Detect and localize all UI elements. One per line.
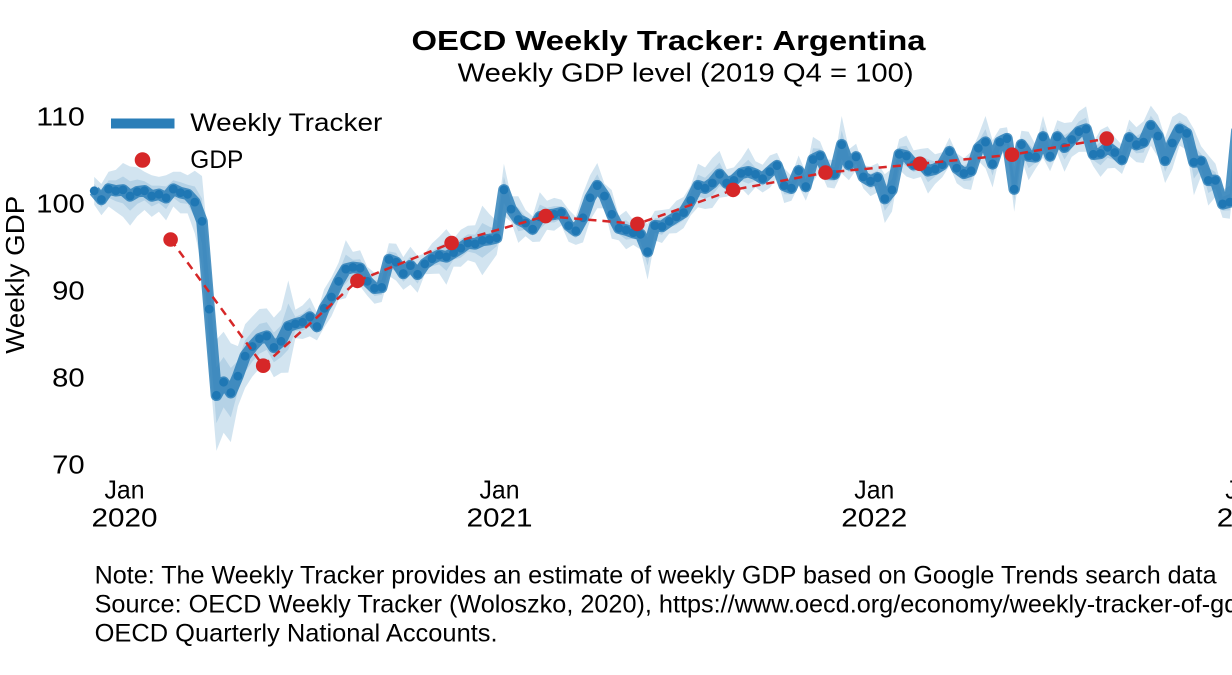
svg-text:90: 90 <box>52 276 85 306</box>
svg-text:OECD Weekly Tracker: Argentina: OECD Weekly Tracker: Argentina <box>412 25 926 56</box>
svg-text:Jan: Jan <box>105 475 145 505</box>
svg-text:2023: 2023 <box>1217 502 1232 532</box>
svg-text:80: 80 <box>52 363 85 393</box>
svg-text:Weekly GDP level (2019 Q4 = 10: Weekly GDP level (2019 Q4 = 100) <box>458 58 914 88</box>
svg-text:Source: OECD Weekly Tracker (W: Source: OECD Weekly Tracker (Woloszko, 2… <box>95 591 1232 619</box>
svg-text:2020: 2020 <box>92 502 158 532</box>
svg-text:Jan: Jan <box>1225 475 1232 505</box>
svg-text:110: 110 <box>36 102 85 132</box>
svg-text:70: 70 <box>52 450 85 480</box>
svg-text:2021: 2021 <box>467 502 533 532</box>
svg-text:Jan: Jan <box>480 475 520 505</box>
svg-text:Weekly Tracker: Weekly Tracker <box>190 109 382 137</box>
svg-text:OECD Quarterly National Accoun: OECD Quarterly National Accounts. <box>95 620 498 648</box>
svg-text:GDP: GDP <box>190 146 243 174</box>
svg-text:2022: 2022 <box>841 502 907 532</box>
svg-text:Jan: Jan <box>854 475 894 505</box>
svg-text:100: 100 <box>36 189 85 219</box>
svg-text:Weekly GDP: Weekly GDP <box>0 196 30 354</box>
svg-text:Note: The Weekly Tracker provi: Note: The Weekly Tracker provides an est… <box>95 562 1217 590</box>
